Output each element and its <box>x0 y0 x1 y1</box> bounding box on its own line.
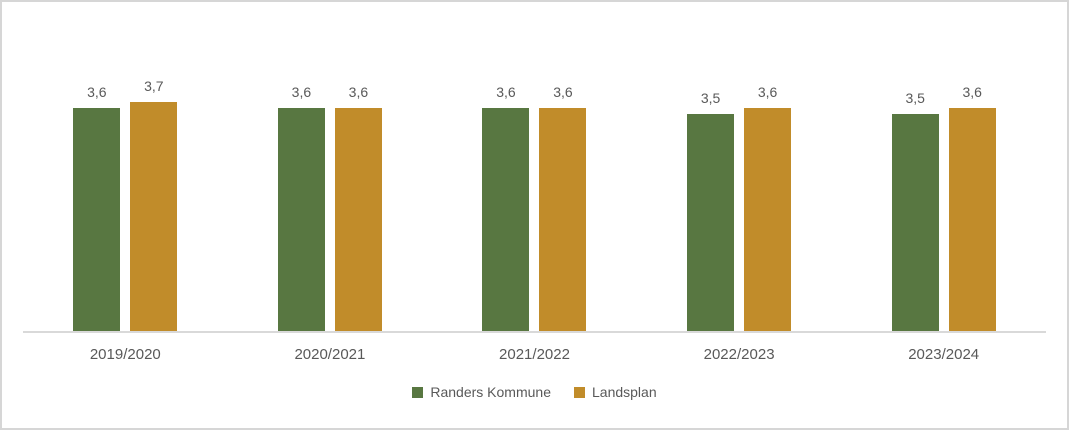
bar-group: 3,6 3,6 <box>228 84 433 331</box>
bar-randers-kommune <box>73 108 121 331</box>
bar-with-label: 3,6 <box>73 84 121 331</box>
bar-with-label: 3,6 <box>482 84 530 331</box>
bar-with-label: 3,6 <box>539 84 587 331</box>
bar-landsplan <box>744 108 792 331</box>
bar-value-label: 3,6 <box>757 84 778 101</box>
legend-item-landsplan: Landsplan <box>574 384 657 400</box>
legend-item-randers-kommune: Randers Kommune <box>412 384 551 400</box>
bar-value-label: 3,7 <box>144 77 164 94</box>
x-axis-label: 2023/2024 <box>908 346 980 363</box>
bar-value-label: 3,6 <box>962 84 982 101</box>
bar-value-label: 3,5 <box>905 90 925 107</box>
bar-landsplan <box>334 108 382 331</box>
bar-value-label: 3,6 <box>496 84 516 101</box>
bar-with-label: 3,6 <box>277 84 325 331</box>
bar-group: 3,5 3,6 <box>841 84 1046 331</box>
bar-randers-kommune <box>687 114 735 331</box>
x-axis-labels: 2019/2020 2020/2021 2021/2022 2022/2023 2023… <box>23 346 1046 363</box>
legend-label: Landsplan <box>592 384 657 400</box>
bar-group: 3,5 3,6 <box>637 84 842 331</box>
bar-landsplan <box>948 108 996 331</box>
bar-randers-kommune <box>891 114 939 331</box>
bar-landsplan <box>539 108 587 331</box>
x-axis-label: 2022/2023 <box>703 346 775 363</box>
bar-landsplan <box>130 102 178 331</box>
bar-with-label: 3,6 <box>948 84 996 331</box>
bar-with-label: 3,5 <box>687 90 735 331</box>
bar-with-label: 3,6 <box>334 84 382 331</box>
x-axis-label: 2020/2021 <box>294 346 366 363</box>
bar-value-label: 3,6 <box>291 84 312 101</box>
bar-randers-kommune <box>277 108 325 331</box>
x-axis-label: 2021/2022 <box>499 346 570 363</box>
bar-randers-kommune <box>482 108 530 331</box>
legend: Randers Kommune Landsplan <box>2 384 1067 400</box>
bar-value-label: 3,6 <box>87 84 107 101</box>
bar-group: 3,6 3,7 <box>23 78 228 331</box>
bar-with-label: 3,5 <box>891 90 939 331</box>
bar-value-label: 3,5 <box>700 90 721 107</box>
legend-marker-icon <box>412 386 424 398</box>
bar-with-label: 3,7 <box>130 77 178 331</box>
bar-group: 3,6 3,6 <box>432 84 637 331</box>
bar-with-label: 3,6 <box>744 84 792 331</box>
legend-marker-icon <box>574 386 585 398</box>
bar-value-label: 3,6 <box>348 84 369 101</box>
legend-label: Randers Kommune <box>430 384 551 400</box>
bar-value-label: 3,6 <box>553 84 573 101</box>
plot-area: 3,6 3,7 3,6 3,6 3,6 3,6 3,5 3,6 3,5 3,6 <box>23 2 1046 333</box>
x-axis-label: 2019/2020 <box>89 346 161 363</box>
